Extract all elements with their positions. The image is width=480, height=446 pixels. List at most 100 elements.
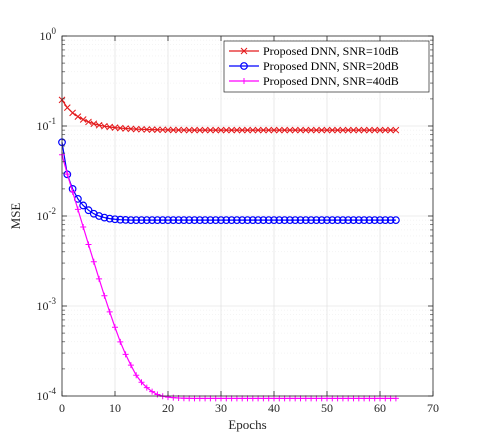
data-point	[175, 126, 182, 134]
data-point	[138, 125, 145, 133]
data-point	[248, 216, 257, 225]
data-point	[240, 62, 248, 70]
data-point	[180, 126, 188, 134]
data-point	[90, 258, 97, 265]
data-point	[201, 126, 209, 134]
data-point	[211, 216, 220, 225]
data-point	[212, 126, 220, 134]
y-tick-label: 10-3	[37, 296, 57, 313]
data-point	[345, 395, 352, 402]
data-point	[196, 126, 204, 134]
data-point	[206, 216, 215, 225]
data-point	[302, 126, 310, 134]
data-point	[191, 126, 198, 134]
data-point	[366, 395, 373, 402]
data-point	[329, 395, 336, 402]
data-point	[317, 216, 326, 225]
data-point	[354, 216, 363, 225]
data-point	[244, 126, 251, 134]
data-point	[270, 216, 278, 225]
y-tick-label: 10-1	[37, 116, 57, 133]
data-point	[286, 126, 294, 134]
data-point	[69, 109, 76, 117]
data-point	[174, 216, 183, 225]
data-point	[69, 188, 76, 195]
data-point	[301, 216, 310, 225]
data-point	[122, 125, 129, 132]
data-point	[254, 126, 262, 134]
data-point	[79, 116, 87, 123]
data-point	[201, 216, 210, 225]
data-point	[191, 395, 198, 402]
data-point	[360, 126, 368, 134]
data-point	[222, 126, 230, 134]
data-point	[366, 126, 373, 134]
data-point	[105, 214, 114, 223]
data-point	[281, 126, 288, 134]
data-point	[158, 216, 167, 225]
legend-label: Proposed DNN, SNR=20dB	[263, 59, 399, 73]
data-point	[217, 126, 225, 134]
data-point	[142, 216, 151, 225]
data-point	[275, 126, 283, 134]
data-point	[355, 395, 362, 402]
data-point	[350, 126, 357, 134]
x-tick-label: 60	[374, 401, 386, 415]
data-point	[339, 216, 347, 225]
data-point	[350, 395, 357, 402]
data-point	[127, 362, 134, 369]
data-point	[339, 395, 346, 402]
data-point	[148, 216, 157, 225]
x-tick-label: 50	[321, 401, 333, 415]
data-point	[233, 126, 241, 134]
data-point	[164, 126, 172, 134]
y-tick-label: 10-2	[37, 206, 57, 223]
legend-label: Proposed DNN, SNR=40dB	[263, 74, 399, 88]
data-point	[386, 216, 395, 225]
x-tick-label: 70	[427, 401, 439, 415]
y-axis-label: MSE	[8, 203, 23, 230]
data-point	[154, 391, 161, 398]
data-point	[137, 216, 146, 225]
data-point	[344, 216, 353, 225]
data-point	[217, 216, 225, 225]
data-point	[232, 216, 241, 225]
data-point	[280, 216, 289, 225]
data-point	[116, 124, 124, 132]
data-point	[264, 216, 273, 225]
data-point	[138, 379, 145, 386]
data-point	[63, 170, 72, 179]
series-1	[58, 96, 400, 134]
data-point	[307, 126, 315, 134]
data-point	[101, 122, 108, 130]
legend-label: Proposed DNN, SNR=10dB	[263, 44, 399, 58]
data-point	[111, 215, 119, 224]
data-point	[202, 395, 209, 402]
data-point	[169, 126, 177, 134]
data-point	[190, 216, 199, 225]
x-tick-label: 30	[215, 401, 227, 415]
legend-entry: Proposed DNN, SNR=10dB	[229, 44, 399, 58]
data-point	[334, 395, 341, 402]
data-point	[328, 216, 337, 225]
data-point	[222, 216, 231, 225]
data-point	[381, 216, 390, 225]
data-point	[307, 216, 316, 225]
data-point	[249, 126, 257, 134]
data-point	[159, 126, 167, 134]
data-point	[382, 395, 389, 402]
data-point	[291, 126, 299, 134]
data-point	[392, 126, 400, 134]
data-point	[313, 395, 320, 402]
data-point	[308, 395, 315, 402]
data-point	[292, 395, 299, 402]
data-point	[365, 216, 374, 225]
data-point	[95, 121, 103, 129]
x-tick-label: 20	[162, 401, 174, 415]
data-point	[80, 223, 87, 230]
data-point	[259, 216, 268, 225]
data-point	[132, 216, 141, 225]
data-point	[85, 241, 92, 248]
data-point	[185, 216, 194, 225]
data-point	[381, 126, 389, 134]
